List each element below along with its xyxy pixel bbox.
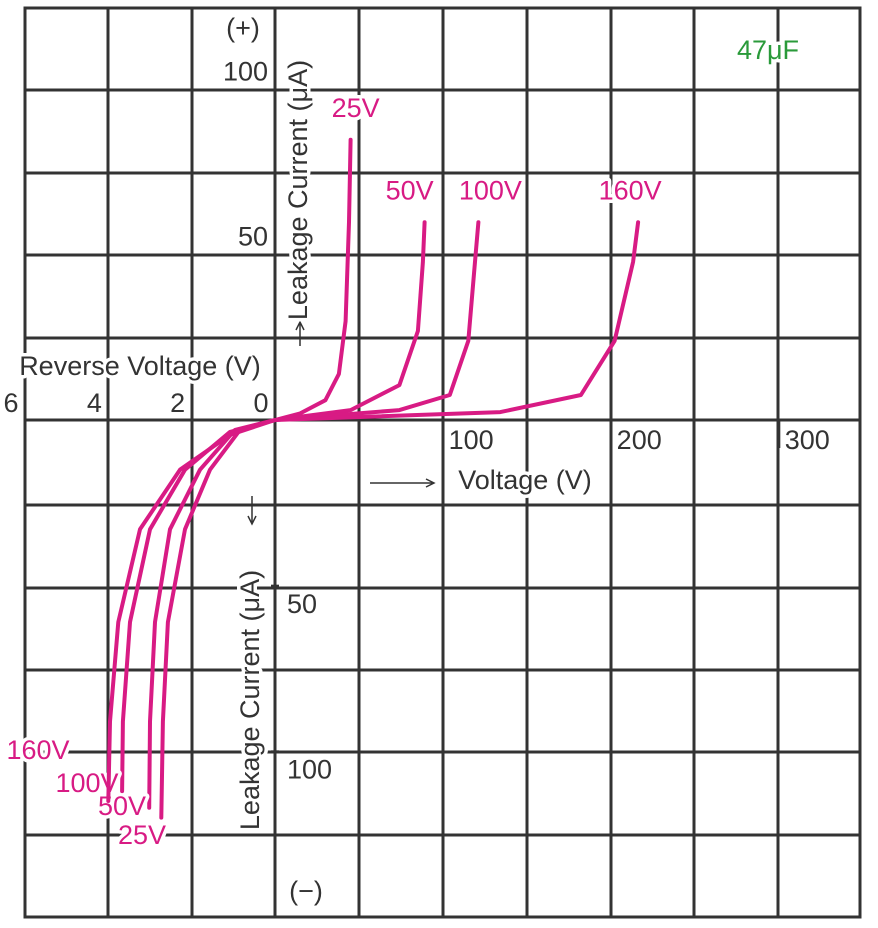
- y-tick-label: 50: [287, 589, 317, 619]
- series-label: 100V: [459, 175, 522, 205]
- annotation: 47μF: [737, 35, 799, 65]
- series-label: 25V: [118, 820, 166, 850]
- x-axis-label: Voltage (V): [458, 465, 592, 495]
- series-label: 25V: [332, 93, 380, 123]
- x-tick-label: 6: [3, 388, 18, 418]
- leakage-curve: [273, 220, 641, 422]
- y-tick-label: 100: [223, 57, 268, 87]
- arrows: [247, 320, 436, 526]
- x-tick-label: 300: [785, 425, 830, 455]
- leakage-curve: [106, 418, 277, 803]
- x-axis-label: Reverse Voltage (V): [19, 351, 261, 381]
- series-label: 160V: [6, 735, 69, 765]
- x-tick-label: 200: [617, 425, 662, 455]
- y-direction-label: (−): [289, 876, 323, 906]
- leakage-curve: [273, 137, 353, 422]
- leakage-curve: [120, 418, 277, 794]
- y-axis-label: Leakage Current (μA): [235, 570, 265, 830]
- x-tick-label: 2: [170, 388, 185, 418]
- y-tick-label: 50: [238, 221, 268, 251]
- x-tick-label: 0: [253, 388, 268, 418]
- series-label: 50V: [98, 791, 146, 821]
- series-label: 160V: [599, 175, 662, 205]
- y-direction-label: (+): [226, 13, 260, 43]
- x-tick-label: 4: [87, 388, 102, 418]
- x-tick-label: 100: [449, 425, 494, 455]
- leakage-curve: [273, 220, 481, 422]
- leakage-curve: [273, 220, 427, 422]
- y-axis-label: Leakage Current (μA): [283, 60, 313, 320]
- y-tick-label: 100: [287, 754, 332, 784]
- series-label: 50V: [386, 175, 434, 205]
